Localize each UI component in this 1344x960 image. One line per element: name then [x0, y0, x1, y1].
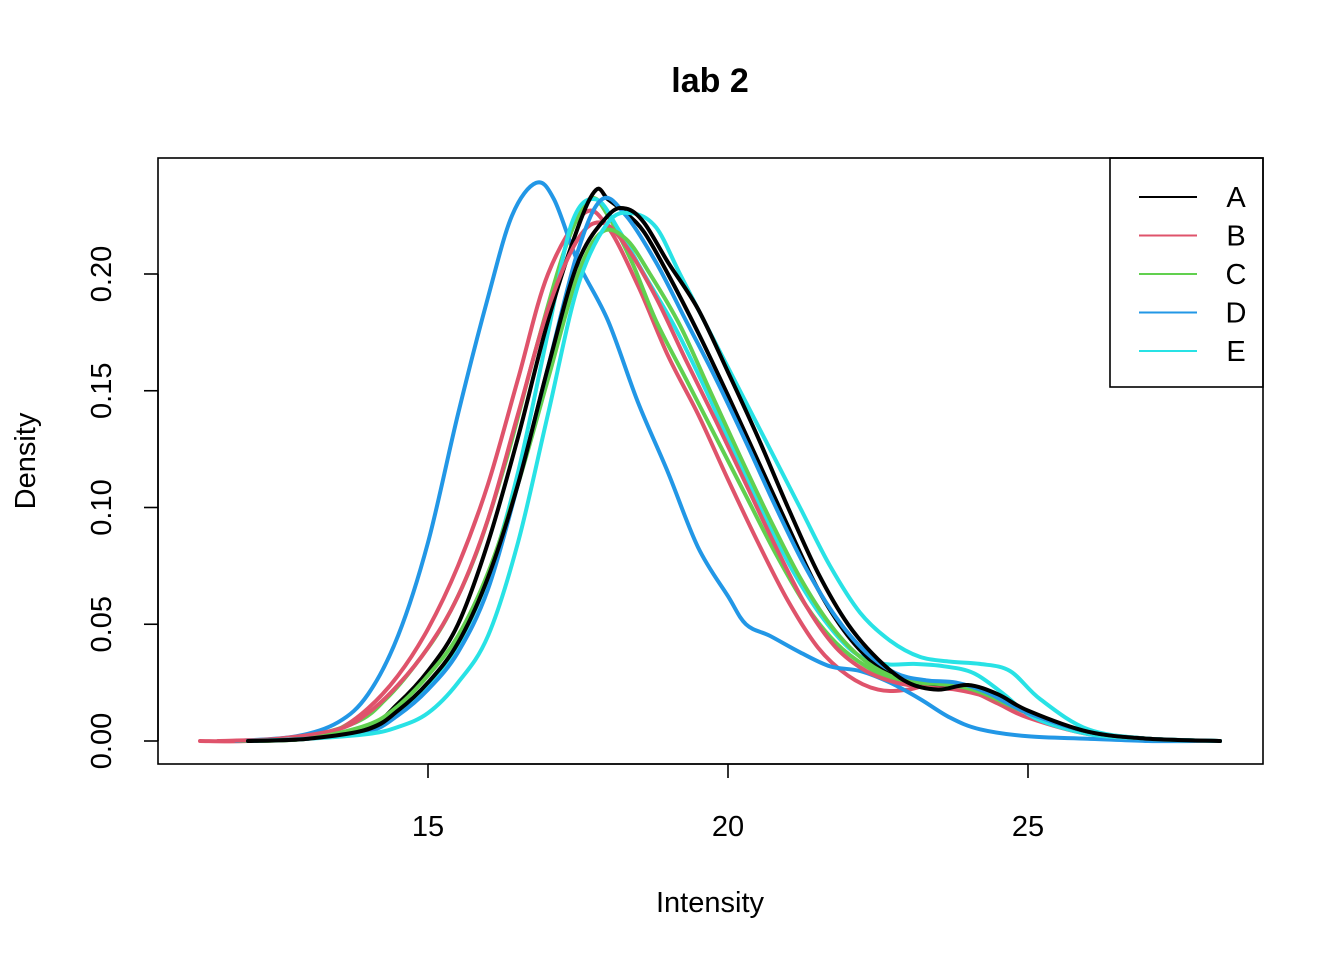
density-curve: [246, 186, 1222, 743]
x-tick-label: 25: [1012, 811, 1044, 843]
y-tick-label: 0.00: [86, 713, 118, 769]
legend-label: B: [1226, 221, 1245, 253]
chart-title: lab 2: [671, 62, 748, 100]
y-tick-label: 0.10: [86, 479, 118, 535]
x-tick-label: 20: [712, 811, 744, 843]
legend-label: C: [1226, 259, 1247, 291]
legend-label: D: [1226, 298, 1247, 330]
density-curve: [246, 227, 1222, 743]
x-axis: 15 20 25: [412, 763, 1044, 843]
legend-label: E: [1226, 336, 1245, 368]
series-lines: [198, 180, 1222, 744]
density-curve: [216, 220, 1210, 743]
y-axis: 0.00 0.05 0.10 0.15 0.20: [86, 246, 159, 769]
legend-box: [1109, 157, 1264, 388]
y-tick-label: 0.05: [86, 596, 118, 652]
y-tick-label: 0.20: [86, 246, 118, 302]
y-axis-label: Density: [10, 412, 42, 509]
x-tick-label: 15: [412, 811, 444, 843]
density-curve: [234, 180, 1210, 744]
plot-frame: [157, 157, 1264, 765]
density-curve: [246, 205, 1222, 743]
legend-label: A: [1226, 182, 1246, 214]
y-tick-label: 0.15: [86, 363, 118, 419]
density-curve: [246, 210, 1222, 743]
x-axis-label: Intensity: [656, 887, 764, 919]
density-curve: [198, 208, 1210, 744]
